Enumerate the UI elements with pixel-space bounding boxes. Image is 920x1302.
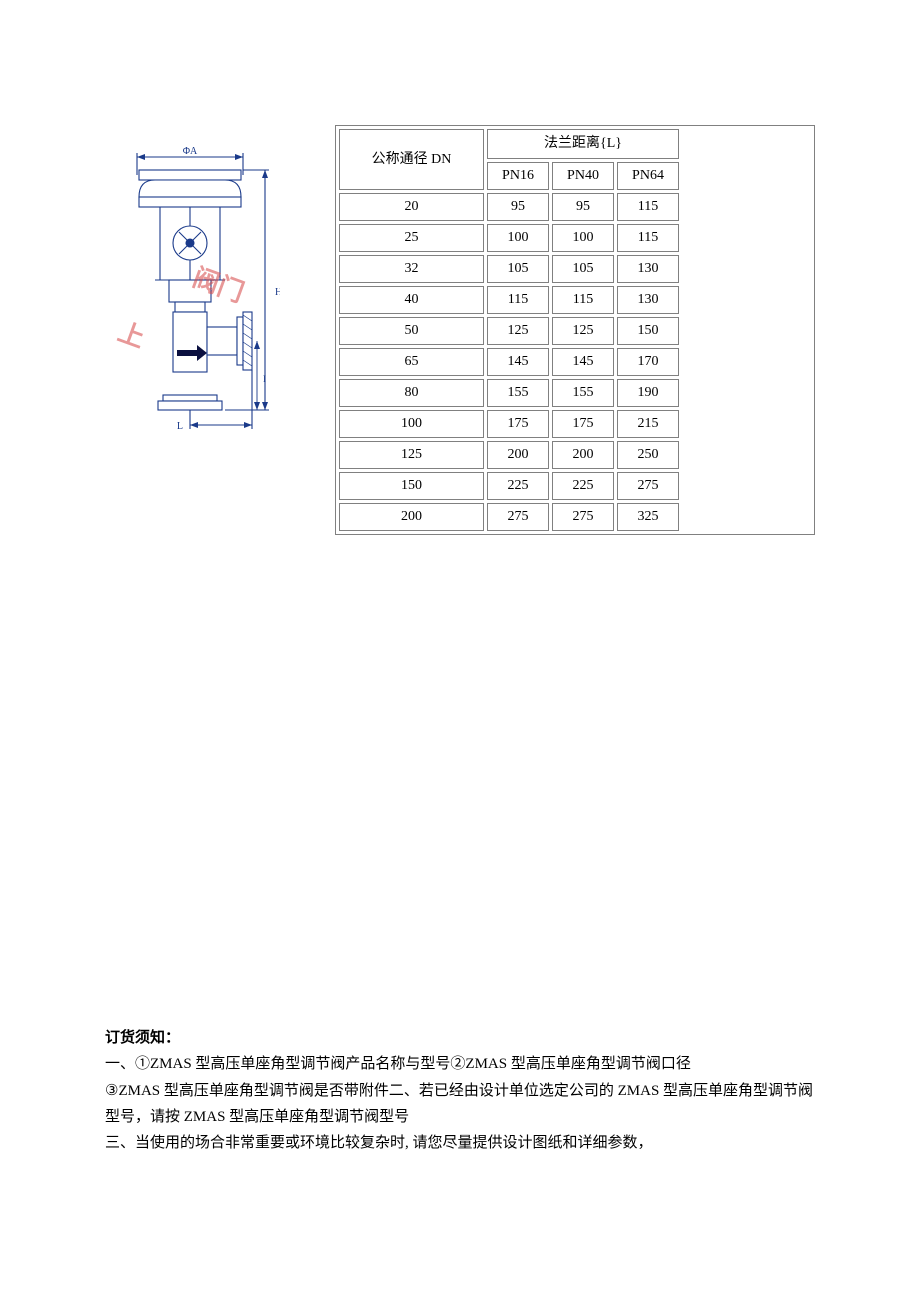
table-header-cell: PN16 bbox=[487, 162, 549, 190]
table-cell: 200 bbox=[552, 441, 614, 469]
document-page: ΦAHIL 上 阀门 公称通径 DN法兰距离{L}PN16PN40PN64209… bbox=[0, 0, 920, 1216]
table-cell: 115 bbox=[552, 286, 614, 314]
table-cell: 200 bbox=[339, 503, 484, 531]
table-cell: 65 bbox=[339, 348, 484, 376]
table-cell: 145 bbox=[487, 348, 549, 376]
table-cell: 105 bbox=[487, 255, 549, 283]
table-cell: 250 bbox=[617, 441, 679, 469]
table-cell: 145 bbox=[552, 348, 614, 376]
table-cell: 275 bbox=[617, 472, 679, 500]
table-cell: 80 bbox=[339, 379, 484, 407]
svg-text:H: H bbox=[275, 287, 280, 298]
table-cell: 20 bbox=[339, 193, 484, 221]
table-cell: 225 bbox=[552, 472, 614, 500]
table-header-cell: PN40 bbox=[552, 162, 614, 190]
table-cell: 175 bbox=[552, 410, 614, 438]
table-cell: 105 bbox=[552, 255, 614, 283]
table-cell: 115 bbox=[617, 193, 679, 221]
top-section: ΦAHIL 上 阀门 公称通径 DN法兰距离{L}PN16PN40PN64209… bbox=[105, 125, 815, 535]
table-cell: 150 bbox=[339, 472, 484, 500]
table-cell: 95 bbox=[552, 193, 614, 221]
table-cell: 40 bbox=[339, 286, 484, 314]
table-cell: 170 bbox=[617, 348, 679, 376]
table-cell: 125 bbox=[339, 441, 484, 469]
table-header-cell: 法兰距离{L} bbox=[487, 129, 679, 159]
notes-line-1: 一、①ZMAS 型高压单座角型调节阀产品名称与型号②ZMAS 型高压单座角型调节… bbox=[105, 1051, 815, 1077]
table-cell: 275 bbox=[552, 503, 614, 531]
notes-line-3: 三、当使用的场合非常重要或环境比较复杂时, 请您尽量提供设计图纸和详细参数， bbox=[105, 1130, 815, 1156]
flange-distance-table: 公称通径 DN法兰距离{L}PN16PN40PN6420959511525100… bbox=[335, 125, 815, 535]
table-cell: 95 bbox=[487, 193, 549, 221]
svg-text:I: I bbox=[263, 374, 266, 384]
table-cell: 130 bbox=[617, 255, 679, 283]
table-header-cell: 公称通径 DN bbox=[339, 129, 484, 190]
table-cell: 155 bbox=[552, 379, 614, 407]
table-cell: 130 bbox=[617, 286, 679, 314]
table-header-cell: PN64 bbox=[617, 162, 679, 190]
notes-line-2: ③ZMAS 型高压单座角型调节阀是否带附件二、若已经由设计单位选定公司的 ZMA… bbox=[105, 1078, 815, 1131]
table-cell: 125 bbox=[552, 317, 614, 345]
table-cell: 32 bbox=[339, 255, 484, 283]
svg-text:L: L bbox=[177, 421, 183, 432]
table-cell: 25 bbox=[339, 224, 484, 252]
table-cell: 50 bbox=[339, 317, 484, 345]
table-cell: 100 bbox=[487, 224, 549, 252]
table-cell: 150 bbox=[617, 317, 679, 345]
table-cell: 100 bbox=[339, 410, 484, 438]
diagram-column: ΦAHIL 上 阀门 bbox=[105, 125, 280, 435]
ordering-notes: 订货须知： 一、①ZMAS 型高压单座角型调节阀产品名称与型号②ZMAS 型高压… bbox=[105, 1025, 815, 1156]
valve-svg: ΦA H I L bbox=[125, 145, 280, 435]
table-cell: 100 bbox=[552, 224, 614, 252]
svg-text:ΦA: ΦA bbox=[183, 146, 198, 157]
table-cell: 190 bbox=[617, 379, 679, 407]
table-cell: 200 bbox=[487, 441, 549, 469]
table-cell: 215 bbox=[617, 410, 679, 438]
table-cell: 125 bbox=[487, 317, 549, 345]
table-cell: 275 bbox=[487, 503, 549, 531]
table-cell: 115 bbox=[487, 286, 549, 314]
table-cell: 155 bbox=[487, 379, 549, 407]
table-cell: 225 bbox=[487, 472, 549, 500]
notes-heading: 订货须知： bbox=[105, 1025, 815, 1051]
valve-technical-drawing: ΦAHIL 上 阀门 bbox=[125, 145, 280, 435]
table-cell: 325 bbox=[617, 503, 679, 531]
table-cell: 115 bbox=[617, 224, 679, 252]
table-cell: 175 bbox=[487, 410, 549, 438]
table-column: 公称通径 DN法兰距离{L}PN16PN40PN6420959511525100… bbox=[335, 125, 815, 535]
